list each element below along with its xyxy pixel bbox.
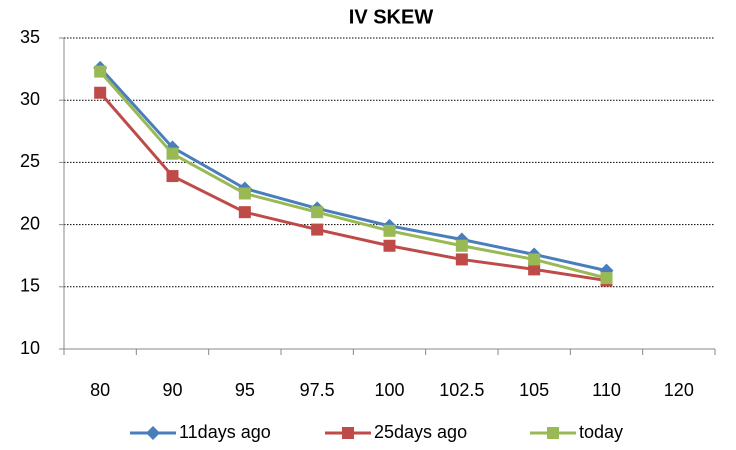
x-tick-label: 120 bbox=[664, 380, 694, 400]
legend-marker bbox=[146, 426, 160, 440]
y-tick-label: 15 bbox=[20, 276, 40, 296]
data-point bbox=[238, 187, 251, 200]
x-tick-label: 97.5 bbox=[300, 380, 335, 400]
y-tick-label: 20 bbox=[20, 213, 40, 233]
x-tick-label: 95 bbox=[235, 380, 255, 400]
data-point bbox=[455, 253, 468, 266]
y-tick-label: 35 bbox=[20, 27, 40, 47]
series-line bbox=[99, 66, 607, 273]
legend-label: 25days ago bbox=[374, 422, 467, 442]
data-point bbox=[94, 86, 107, 99]
chart-title: IV SKEW bbox=[349, 6, 434, 28]
x-tick-label: 102.5 bbox=[439, 380, 484, 400]
data-point bbox=[455, 239, 468, 252]
legend-marker bbox=[547, 427, 559, 439]
y-tick-label: 30 bbox=[20, 89, 40, 109]
legend-label: 11days ago bbox=[179, 422, 271, 442]
data-point bbox=[383, 239, 396, 252]
x-tick-label: 80 bbox=[90, 380, 110, 400]
x-tick-label: 110 bbox=[592, 380, 621, 400]
x-tick-label: 90 bbox=[162, 380, 182, 400]
data-point bbox=[166, 147, 179, 160]
series-line bbox=[99, 91, 607, 283]
data-point bbox=[166, 170, 179, 183]
data-point bbox=[238, 206, 251, 219]
data-point bbox=[528, 253, 541, 266]
data-point bbox=[383, 224, 396, 237]
x-tick-label: 105 bbox=[519, 380, 549, 400]
y-tick-label: 25 bbox=[20, 151, 40, 171]
data-point bbox=[600, 272, 613, 285]
x-tick-label: 100 bbox=[374, 380, 404, 400]
data-point bbox=[94, 65, 107, 78]
legend-label: today bbox=[579, 422, 623, 442]
data-point bbox=[528, 263, 541, 276]
data-point bbox=[311, 206, 324, 219]
data-point bbox=[311, 223, 324, 236]
y-tick-label: 10 bbox=[20, 338, 40, 358]
series-line bbox=[99, 70, 607, 280]
legend-marker bbox=[342, 427, 354, 439]
